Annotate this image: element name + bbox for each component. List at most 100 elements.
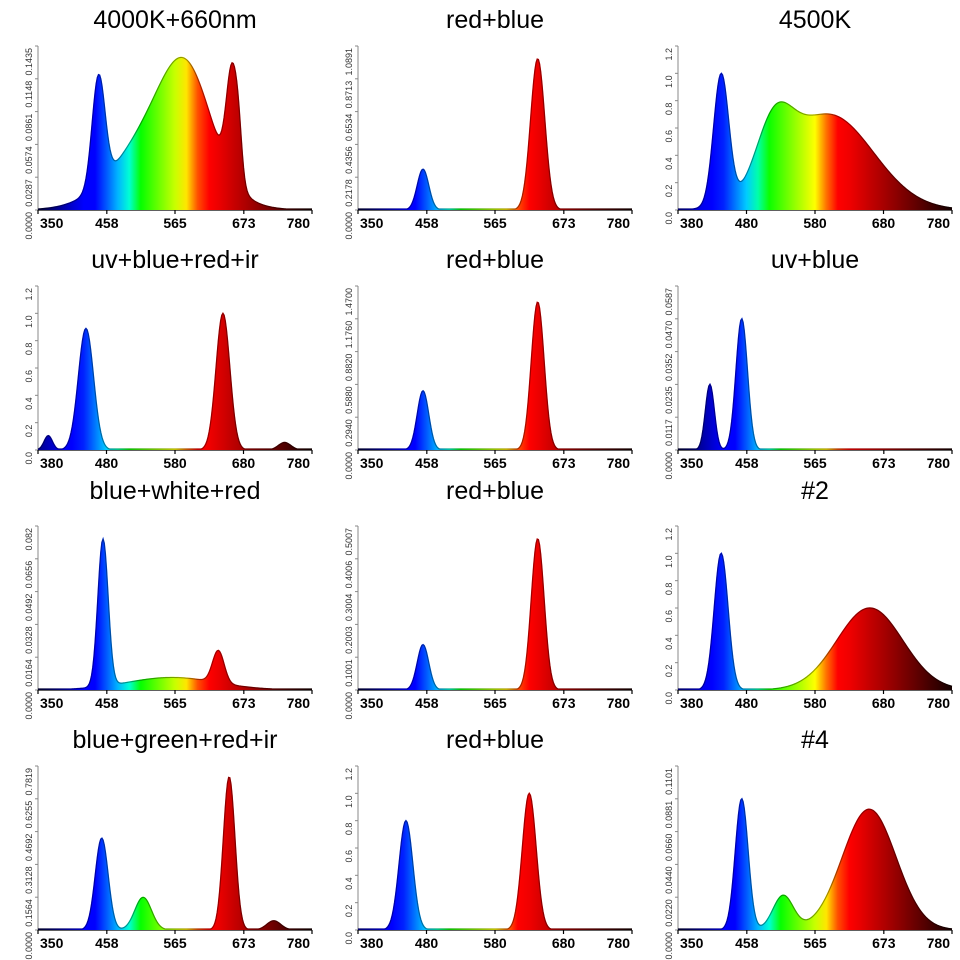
- svg-text:0.0328: 0.0328: [24, 626, 34, 654]
- svg-text:0.0000: 0.0000: [344, 452, 354, 480]
- svg-text:0.0352: 0.0352: [664, 354, 674, 382]
- svg-text:0.0861: 0.0861: [24, 114, 34, 142]
- svg-text:458: 458: [735, 935, 759, 951]
- svg-text:0.0: 0.0: [664, 692, 674, 705]
- svg-text:673: 673: [552, 215, 576, 231]
- svg-text:0.7819: 0.7819: [24, 768, 34, 796]
- svg-text:565: 565: [483, 455, 507, 471]
- svg-text:0.0000: 0.0000: [24, 932, 34, 960]
- svg-text:0.0000: 0.0000: [24, 692, 34, 720]
- svg-text:0.8: 0.8: [344, 823, 354, 836]
- svg-text:0.0: 0.0: [344, 932, 354, 945]
- svg-text:0.082: 0.082: [24, 528, 34, 551]
- svg-text:0.3128: 0.3128: [24, 866, 34, 894]
- svg-text:458: 458: [95, 695, 119, 711]
- svg-text:0.8820: 0.8820: [344, 354, 354, 382]
- svg-text:0.2: 0.2: [24, 425, 34, 438]
- svg-text:673: 673: [872, 455, 896, 471]
- svg-text:4500K: 4500K: [779, 6, 852, 34]
- svg-text:0.6: 0.6: [664, 610, 674, 623]
- svg-text:780: 780: [287, 935, 311, 951]
- svg-text:780: 780: [607, 455, 631, 471]
- svg-text:1.0: 1.0: [664, 555, 674, 568]
- svg-text:380: 380: [40, 455, 64, 471]
- svg-text:0.8: 0.8: [664, 583, 674, 596]
- svg-text:0.8713: 0.8713: [344, 81, 354, 109]
- svg-text:1.0: 1.0: [24, 315, 34, 328]
- svg-text:0.6: 0.6: [24, 370, 34, 383]
- svg-text:350: 350: [40, 935, 64, 951]
- svg-text:673: 673: [232, 215, 256, 231]
- svg-text:680: 680: [232, 455, 256, 471]
- svg-text:565: 565: [163, 935, 187, 951]
- svg-text:673: 673: [552, 695, 576, 711]
- svg-text:0.1001: 0.1001: [344, 659, 354, 687]
- svg-text:780: 780: [607, 695, 631, 711]
- svg-text:458: 458: [415, 695, 439, 711]
- svg-text:0.0470: 0.0470: [664, 321, 674, 349]
- svg-text:350: 350: [680, 935, 704, 951]
- svg-text:0.0000: 0.0000: [344, 692, 354, 720]
- svg-text:780: 780: [287, 695, 311, 711]
- svg-text:0.0492: 0.0492: [24, 594, 34, 622]
- svg-text:580: 580: [163, 455, 187, 471]
- svg-text:0.0574: 0.0574: [24, 146, 34, 174]
- svg-text:0.1435: 0.1435: [24, 48, 34, 76]
- svg-text:350: 350: [40, 215, 64, 231]
- svg-text:0.2003: 0.2003: [344, 626, 354, 654]
- svg-text:1.4700: 1.4700: [344, 288, 354, 316]
- svg-text:#2: #2: [801, 480, 829, 505]
- svg-text:680: 680: [872, 695, 896, 711]
- svg-text:780: 780: [607, 935, 631, 951]
- svg-text:458: 458: [415, 215, 439, 231]
- svg-text:380: 380: [680, 695, 704, 711]
- svg-text:480: 480: [415, 935, 439, 951]
- svg-text:0.8: 0.8: [24, 343, 34, 356]
- svg-text:0.0287: 0.0287: [24, 179, 34, 207]
- svg-text:0.2940: 0.2940: [344, 419, 354, 447]
- svg-text:1.0: 1.0: [664, 75, 674, 88]
- svg-text:0.0000: 0.0000: [664, 932, 674, 960]
- svg-text:1.2: 1.2: [344, 768, 354, 781]
- svg-text:0.2: 0.2: [344, 905, 354, 918]
- svg-text:565: 565: [163, 695, 187, 711]
- svg-text:780: 780: [287, 215, 311, 231]
- svg-text:#4: #4: [801, 726, 829, 754]
- svg-text:0.1148: 0.1148: [24, 81, 34, 108]
- svg-text:780: 780: [927, 935, 951, 951]
- svg-text:458: 458: [735, 455, 759, 471]
- svg-text:0.2: 0.2: [664, 665, 674, 678]
- svg-text:565: 565: [803, 455, 827, 471]
- svg-text:0.3004: 0.3004: [344, 594, 354, 622]
- svg-text:0.2178: 0.2178: [344, 179, 354, 207]
- svg-text:458: 458: [95, 215, 119, 231]
- svg-text:0.4: 0.4: [344, 877, 354, 890]
- svg-text:0.0881: 0.0881: [664, 801, 674, 829]
- svg-text:480: 480: [735, 215, 759, 231]
- svg-text:0.0660: 0.0660: [664, 834, 674, 862]
- svg-text:0.4692: 0.4692: [24, 834, 34, 862]
- svg-text:1.2: 1.2: [664, 48, 674, 61]
- svg-text:565: 565: [803, 935, 827, 951]
- svg-text:0.0164: 0.0164: [24, 659, 34, 687]
- svg-text:0.4: 0.4: [664, 157, 674, 170]
- svg-text:0.8: 0.8: [664, 103, 674, 116]
- svg-text:0.0000: 0.0000: [24, 212, 34, 240]
- svg-text:380: 380: [360, 935, 384, 951]
- svg-text:0.4006: 0.4006: [344, 561, 354, 589]
- svg-text:1.0: 1.0: [344, 795, 354, 808]
- svg-text:red+blue: red+blue: [446, 246, 544, 274]
- svg-text:350: 350: [680, 455, 704, 471]
- svg-text:480: 480: [95, 455, 119, 471]
- svg-text:blue+white+red: blue+white+red: [90, 480, 261, 505]
- svg-text:0.6255: 0.6255: [24, 801, 34, 829]
- svg-text:565: 565: [483, 695, 507, 711]
- svg-text:673: 673: [232, 935, 256, 951]
- svg-text:0.5880: 0.5880: [344, 386, 354, 414]
- svg-text:680: 680: [552, 935, 576, 951]
- svg-text:1.2: 1.2: [664, 528, 674, 541]
- svg-text:0.4: 0.4: [24, 397, 34, 410]
- svg-text:0.0656: 0.0656: [24, 561, 34, 589]
- svg-text:350: 350: [360, 215, 384, 231]
- svg-text:565: 565: [483, 215, 507, 231]
